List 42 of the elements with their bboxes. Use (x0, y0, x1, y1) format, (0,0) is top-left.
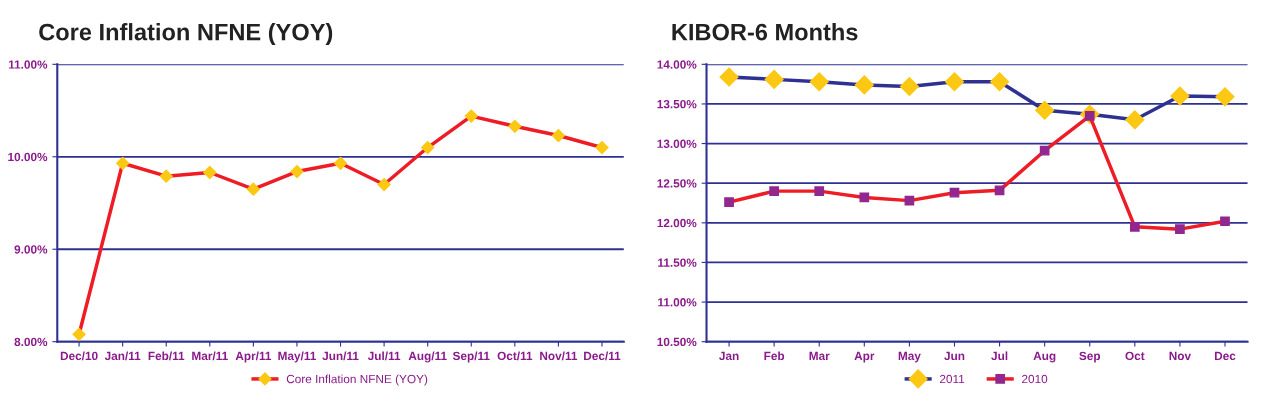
y-tick-label: 13.00% (657, 139, 697, 148)
x-tick-label: Apr/11 (235, 351, 272, 363)
y-tick-label: 11.00% (658, 298, 697, 307)
x-tick-label: Feb (764, 351, 785, 361)
chart-title: KIBOR-6 Months (672, 23, 858, 41)
x-tick-label: Jul/11 (367, 351, 401, 361)
y-tick-label: 12.00% (657, 218, 697, 228)
y-tick-label: 8.00% (14, 337, 48, 347)
x-tick-label: Nov (1169, 351, 1192, 361)
x-tick-label: Aug/11 (408, 351, 447, 363)
x-tick-label: Jun (944, 351, 965, 361)
x-tick-label: Nov/11 (540, 351, 578, 361)
y-tick-label: 10.50% (657, 337, 697, 347)
y-tick-label: 11.50% (658, 258, 697, 267)
y-tick-label: 14.00% (657, 60, 697, 69)
y-tick-label: 12.50% (657, 179, 697, 188)
x-tick-label: May/11 (278, 351, 316, 363)
legend-label: Core Inflation NFNE (YOY) (286, 374, 428, 386)
x-tick-label: Apr (854, 351, 875, 363)
x-tick-label: Jan (719, 351, 739, 361)
x-tick-label: Oct/11 (497, 351, 533, 361)
x-tick-label: Oct (1125, 351, 1145, 361)
y-tick-label: 9.00% (14, 245, 48, 254)
x-tick-label: Dec/10 (60, 351, 98, 361)
x-tick-label: Dec (1214, 351, 1236, 361)
y-tick-label: 11.00% (8, 60, 48, 69)
x-tick-label: Dec/11 (584, 351, 621, 361)
chart-title: Core Inflation NFNE (YOY) (39, 23, 333, 46)
legend-label: 2010 (1022, 374, 1048, 384)
x-tick-label: Jun/11 (322, 351, 359, 361)
x-tick-label: Sep (1079, 351, 1101, 363)
x-tick-label: May (898, 351, 921, 363)
y-tick-label: 10.00% (8, 152, 48, 162)
legend-label: 2011 (939, 374, 965, 384)
x-tick-label: Jan/11 (104, 351, 141, 361)
y-tick-label: 13.50% (657, 99, 697, 109)
x-tick-label: Aug (1033, 351, 1056, 363)
x-tick-label: Mar (809, 351, 830, 361)
x-tick-label: Jul (991, 351, 1008, 361)
x-tick-label: Mar/11 (192, 351, 228, 361)
x-tick-label: Sep/11 (452, 351, 490, 363)
x-tick-label: Feb/11 (148, 351, 185, 361)
